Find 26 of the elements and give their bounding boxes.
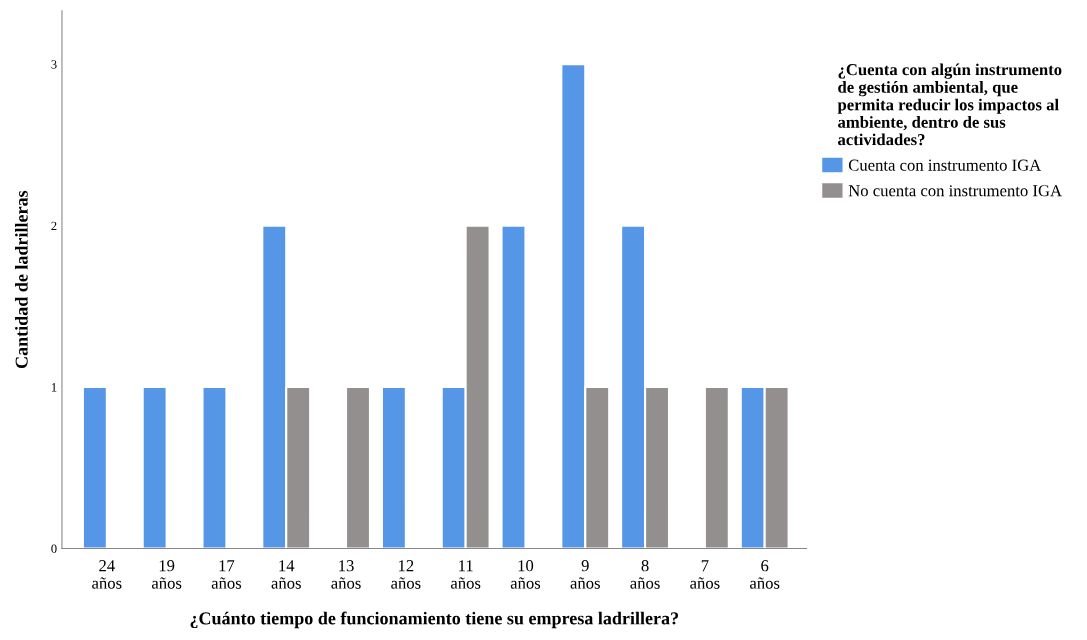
bar <box>141 386 168 549</box>
x-tick-label: 7 años <box>690 560 720 589</box>
x-tick-label: 11 años <box>450 560 481 589</box>
bar <box>380 386 407 549</box>
x-tick-label: 9 años <box>570 560 600 589</box>
x-axis-title: ¿Cuánto tiempo de funcionamiento tiene su empresa ladrillera? <box>190 611 679 629</box>
x-tick-label: 13 años <box>331 560 361 589</box>
y-tick-label: 0 <box>51 544 57 553</box>
bar <box>201 386 228 549</box>
y-tick-label: 1 <box>51 383 57 392</box>
y-axis-title: Cantidad de ladrilleras <box>15 190 28 369</box>
x-tick-label: 24 años <box>92 560 122 589</box>
x-tick-label: 10 años <box>510 560 541 589</box>
y-tick-label: 3 <box>51 60 57 69</box>
legend-title: ¿Cuenta con algún instrumento de gestión ambiental, que permita reducir los impactos al ambiente, dentro de sus actividades? <box>837 63 1062 146</box>
legend-label: Cuenta con instrumento IGA <box>848 159 1042 171</box>
x-tick-label: 14 años <box>271 560 301 589</box>
legend-label: No cuenta con instrumento IGA <box>848 185 1062 197</box>
bar <box>500 224 527 549</box>
y-tick-label: 2 <box>51 221 57 230</box>
x-tick-label: 12 años <box>391 560 421 589</box>
bar <box>81 386 108 549</box>
x-tick-label: 19 años <box>151 560 182 589</box>
x-tick-label: 17 años <box>211 560 242 589</box>
x-tick-label: 6 años <box>750 560 780 589</box>
x-tick-label: 8 años <box>630 560 660 589</box>
